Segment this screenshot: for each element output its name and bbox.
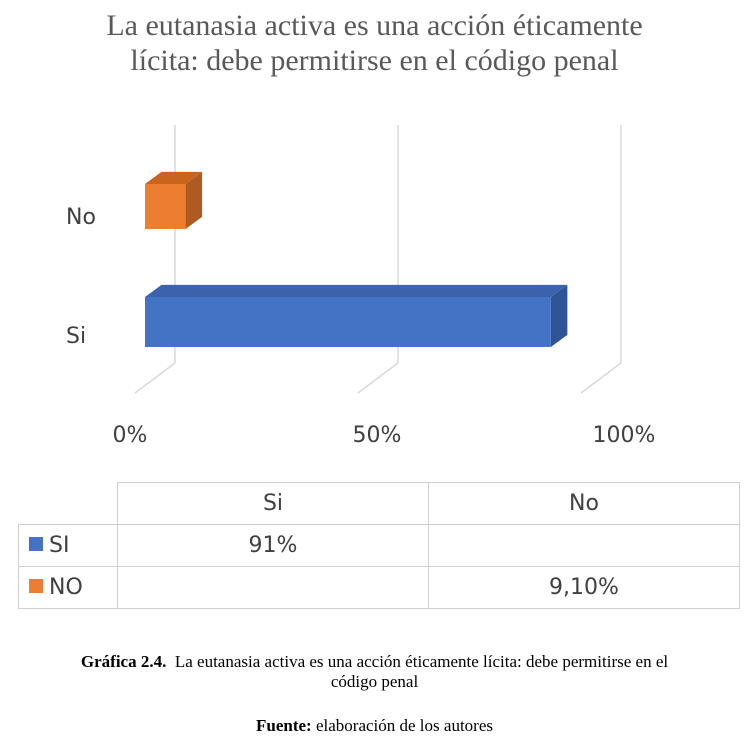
data-table-cell: 91% (117, 524, 429, 567)
series-label-no: NO (49, 575, 83, 600)
data-table-series-si: SI (18, 524, 118, 567)
data-table-row: NO 9,10% (18, 566, 740, 609)
gridlines (134, 125, 622, 394)
data-table-corner (18, 482, 118, 525)
legend-swatch-si (29, 537, 43, 551)
chart-title-line-2: lícita: debe permitirse en el código pen… (130, 44, 619, 77)
data-table-cell: 9,10% (428, 566, 740, 609)
figure-caption-line-2: código penal (330, 672, 419, 691)
category-labels: No Si (66, 205, 96, 349)
data-table-series-no: NO (18, 566, 118, 609)
bar-no (145, 171, 203, 229)
legend-swatch-no (29, 579, 43, 593)
data-table-cell (117, 566, 429, 609)
source-label: Fuente: (256, 716, 312, 735)
bar-front-face (145, 297, 551, 347)
x-tick-label: 100% (593, 423, 656, 448)
data-table: Si No SI 91% NO 9,10% (18, 482, 740, 609)
x-tick-label: 0% (113, 423, 148, 448)
chart-title: La eutanasia activa es una acción éticam… (0, 8, 749, 78)
source-text: elaboración de los autores (315, 716, 493, 735)
floor-gridline (580, 362, 622, 394)
data-table-header-row: Si No (18, 482, 740, 525)
floor-gridline (134, 362, 176, 394)
data-table-col-si: Si (117, 482, 429, 525)
bar-top-face (145, 171, 203, 184)
bar-si (145, 284, 568, 347)
figure-caption: Gráfica 2.4. La eutanasia activa es una … (0, 652, 749, 672)
chart-title-line-1: La eutanasia activa es una acción éticam… (106, 9, 643, 42)
bar-chart: No Si 0% 50% 100% (66, 125, 656, 448)
caption-text-line-1: La eutanasia activa es una acción éticam… (174, 652, 669, 671)
bar-front-face (145, 184, 186, 229)
data-table-cell (428, 524, 740, 567)
bar-top-face (145, 284, 568, 297)
x-tick-label: 50% (353, 423, 402, 448)
bar-side-face (185, 171, 203, 229)
x-tick-labels: 0% 50% 100% (113, 423, 656, 448)
caption-label: Gráfica 2.4. (80, 652, 167, 671)
data-table-col-no: No (428, 482, 740, 525)
floor-gridline (357, 362, 399, 394)
source-note: Fuente: elaboración de los autores (0, 716, 749, 736)
data-table-row: SI 91% (18, 524, 740, 567)
bars (145, 171, 568, 347)
series-label-si: SI (49, 533, 70, 558)
category-label-si: Si (66, 324, 86, 349)
bar-side-face (550, 284, 568, 347)
category-label-no: No (66, 205, 96, 230)
